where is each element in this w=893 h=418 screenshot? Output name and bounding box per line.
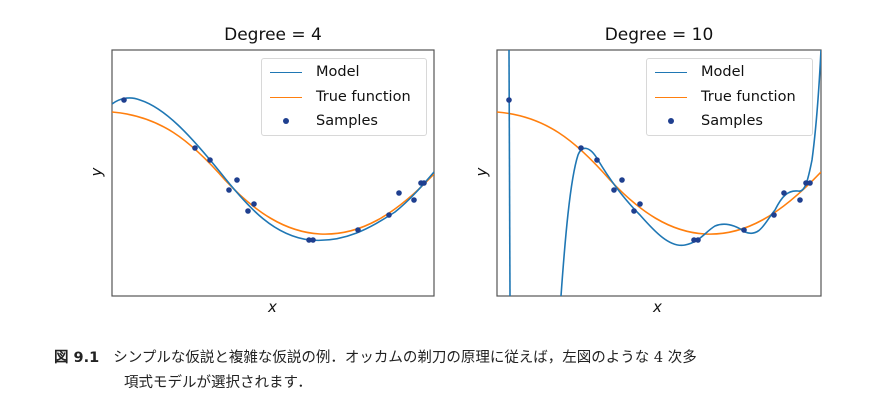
left-x-axis-label: x: [268, 298, 277, 316]
caption-text-line-2: 項式モデルが選択されます．: [124, 375, 312, 391]
legend-model-label: Model: [316, 64, 360, 80]
right-panel-title: Degree = 10: [604, 25, 714, 45]
true-function-curve: [497, 111, 821, 235]
model-line-swatch: [655, 71, 687, 73]
legend-true-function-label: True function: [316, 89, 411, 105]
sample-points: [121, 97, 427, 243]
model-line-swatch: [270, 71, 302, 73]
legend-true-function-label: True function: [701, 89, 796, 105]
caption-figure-number: 図 9.1: [54, 350, 100, 366]
caption-text-line-1: シンプルな仮説と複雑な仮説の例．オッカムの剃刀の原理に従えば，左図のような 4 …: [113, 350, 697, 366]
sample-points: [506, 97, 813, 243]
samples-dot-swatch: [283, 118, 289, 124]
left-y-axis-label: y: [87, 167, 106, 177]
figure-caption: 図 9.1 シンプルな仮説と複雑な仮説の例．オッカムの剃刀の原理に従えば，左図のよ…: [54, 346, 874, 396]
legend-model-label: Model: [701, 64, 745, 80]
right-x-axis-label: x: [653, 298, 662, 316]
left-panel-title: Degree = 4: [224, 25, 322, 45]
legend-samples-label: Samples: [701, 113, 763, 129]
samples-dot-swatch: [668, 118, 674, 124]
plots-canvas: [111, 49, 822, 297]
true-function-curve: [112, 111, 434, 235]
true-function-line-swatch: [270, 96, 302, 98]
caption-line-1: 図 9.1 シンプルな仮説と複雑な仮説の例．オッカムの剃刀の原理に従えば，左図のよ…: [54, 346, 874, 371]
model-curve: [508, 50, 511, 296]
right-legend: Model True function Samples: [646, 58, 813, 136]
right-y-axis-label: y: [472, 167, 491, 177]
left-legend: Model True function Samples: [261, 58, 427, 136]
model-curve: [112, 97, 434, 242]
legend-samples-label: Samples: [316, 113, 378, 129]
true-function-line-swatch: [655, 96, 687, 98]
figure: Degree = 4 Degree = 10 y x y x Model Tru…: [87, 25, 822, 316]
